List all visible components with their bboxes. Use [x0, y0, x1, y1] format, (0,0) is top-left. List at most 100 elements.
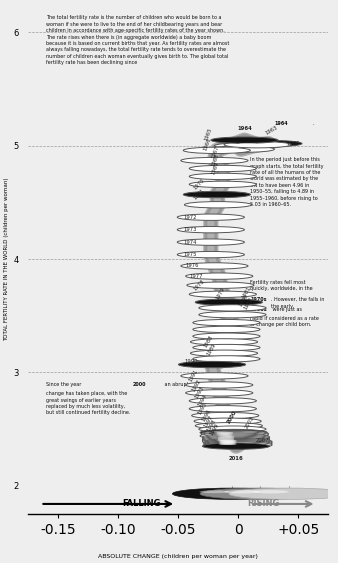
Text: 1989: 1989	[206, 342, 217, 356]
Circle shape	[187, 282, 254, 288]
Text: 1976: 1976	[185, 263, 199, 269]
Circle shape	[229, 488, 338, 499]
Text: 1975: 1975	[183, 252, 196, 257]
Circle shape	[192, 412, 259, 419]
Circle shape	[220, 441, 237, 443]
Circle shape	[177, 252, 244, 258]
Circle shape	[193, 319, 260, 326]
Text: 1964: 1964	[274, 121, 288, 126]
Circle shape	[235, 140, 302, 147]
Circle shape	[202, 443, 270, 449]
Text: 1960: 1960	[286, 141, 300, 146]
Circle shape	[183, 191, 250, 198]
Circle shape	[200, 430, 267, 436]
Circle shape	[205, 441, 272, 447]
Text: 1965: 1965	[204, 127, 213, 141]
Text: 1973: 1973	[183, 227, 196, 232]
Circle shape	[207, 414, 223, 415]
Circle shape	[178, 361, 246, 368]
Circle shape	[190, 339, 258, 345]
Text: 1967: 1967	[211, 145, 220, 159]
Text: 1977: 1977	[189, 274, 202, 279]
Circle shape	[199, 490, 230, 493]
Circle shape	[189, 181, 257, 187]
Circle shape	[209, 419, 226, 421]
Circle shape	[203, 440, 271, 446]
Circle shape	[220, 442, 237, 444]
Circle shape	[200, 433, 267, 439]
Circle shape	[186, 273, 253, 279]
Text: 1979: 1979	[215, 287, 226, 301]
Text: 1963: 1963	[265, 124, 279, 136]
Circle shape	[215, 434, 232, 436]
Text: Since the year: Since the year	[46, 382, 83, 387]
Text: 1996: 1996	[201, 408, 212, 423]
Circle shape	[199, 305, 266, 311]
Text: In the period just before this
graph starts, the total fertility
rate of all the: In the period just before this graph sta…	[250, 157, 324, 207]
Text: 1991: 1991	[188, 369, 199, 383]
Circle shape	[203, 441, 271, 447]
Text: 1998: 1998	[206, 419, 217, 433]
Text: 1990: 1990	[184, 359, 198, 364]
Circle shape	[216, 432, 233, 434]
Text: 2016: 2016	[229, 457, 243, 461]
Circle shape	[239, 143, 256, 145]
Circle shape	[181, 158, 248, 164]
Circle shape	[196, 374, 213, 376]
Circle shape	[189, 166, 257, 172]
Circle shape	[189, 405, 257, 412]
Circle shape	[208, 328, 225, 329]
Circle shape	[207, 146, 274, 153]
Circle shape	[196, 159, 213, 160]
Text: 2000: 2000	[227, 409, 238, 425]
Text: 1981: 1981	[241, 286, 252, 300]
Circle shape	[201, 432, 268, 438]
Text: 1990s: 1990s	[250, 307, 267, 312]
Circle shape	[204, 407, 221, 409]
Circle shape	[190, 350, 258, 356]
Text: .: .	[313, 121, 314, 126]
Text: 1971: 1971	[193, 188, 206, 201]
Circle shape	[196, 264, 213, 266]
Circle shape	[177, 226, 244, 233]
Circle shape	[202, 435, 270, 441]
Circle shape	[218, 436, 234, 438]
Circle shape	[230, 144, 246, 146]
Circle shape	[204, 175, 221, 176]
Text: 1994: 1994	[197, 394, 209, 408]
Text: an abrupt: an abrupt	[163, 382, 189, 387]
Circle shape	[201, 431, 268, 437]
Circle shape	[192, 240, 209, 242]
Text: 1968: 1968	[211, 153, 220, 167]
Circle shape	[185, 202, 251, 208]
Circle shape	[206, 351, 222, 353]
Text: RISING: RISING	[247, 499, 279, 508]
Circle shape	[202, 434, 270, 440]
Circle shape	[219, 442, 236, 444]
Text: 1999: 1999	[209, 422, 220, 436]
Circle shape	[181, 263, 248, 269]
Text: 2007: 2007	[255, 438, 269, 443]
Circle shape	[177, 239, 244, 245]
Circle shape	[220, 440, 237, 441]
Circle shape	[205, 442, 272, 448]
Text: 1980: 1980	[238, 293, 249, 307]
Circle shape	[183, 147, 250, 154]
Circle shape	[216, 433, 233, 435]
Text: 1966: 1966	[202, 137, 212, 151]
Circle shape	[214, 306, 231, 308]
Circle shape	[218, 437, 234, 439]
Circle shape	[205, 439, 272, 445]
Circle shape	[177, 214, 244, 220]
Circle shape	[214, 427, 231, 429]
Text: change has taken place, with the
great swings of earlier years
replaced by much : change has taken place, with the great s…	[46, 391, 131, 415]
Circle shape	[172, 488, 292, 499]
Text: 1978: 1978	[193, 279, 206, 292]
Text: 1974: 1974	[183, 240, 196, 245]
Circle shape	[214, 313, 231, 315]
Circle shape	[189, 173, 257, 180]
Circle shape	[208, 346, 225, 347]
Circle shape	[222, 148, 239, 149]
Circle shape	[186, 382, 253, 388]
Text: 1992: 1992	[191, 378, 202, 392]
